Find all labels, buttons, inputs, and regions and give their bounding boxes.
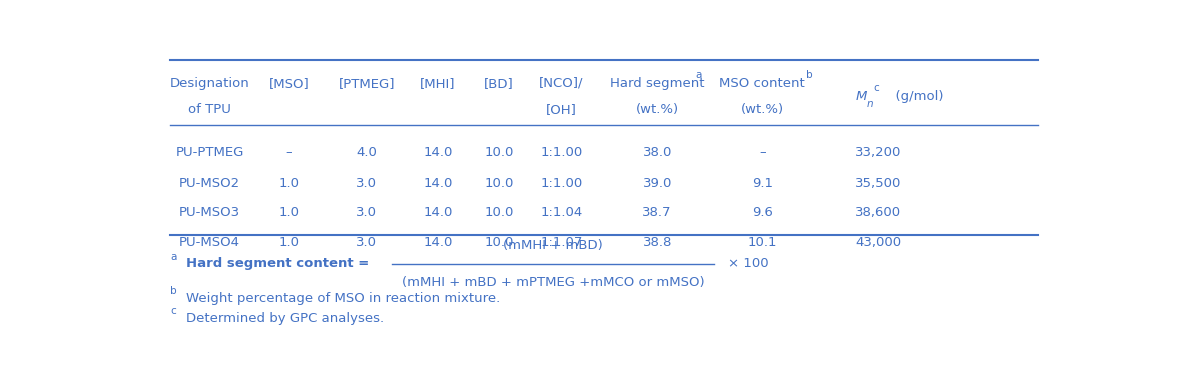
Text: (mMHI + mBD): (mMHI + mBD) [503,239,602,251]
Text: a: a [696,70,702,80]
Text: (wt.%): (wt.%) [635,103,679,116]
Text: [MHI]: [MHI] [420,77,456,90]
Text: 1.0: 1.0 [278,206,299,219]
Text: (mMHI + mBD + mPTMEG +mMCO or mMSO): (mMHI + mBD + mPTMEG +mMCO or mMSO) [402,276,704,289]
Text: 9.1: 9.1 [752,177,772,190]
Text: 14.0: 14.0 [423,206,453,219]
Text: Hard segment: Hard segment [610,77,705,90]
Text: 1:1.00: 1:1.00 [540,145,582,158]
Text: 38.0: 38.0 [643,145,672,158]
Text: Weight percentage of MSO in reaction mixture.: Weight percentage of MSO in reaction mix… [186,292,500,305]
Text: c: c [874,83,880,93]
Text: [NCO]/: [NCO]/ [539,77,584,90]
Text: 1.0: 1.0 [278,177,299,190]
Text: 10.0: 10.0 [485,145,514,158]
Text: 38.7: 38.7 [643,206,672,219]
Text: [BD]: [BD] [485,77,514,90]
Text: × 100: × 100 [727,257,769,270]
Text: 4.0: 4.0 [356,145,377,158]
Text: –: – [285,145,292,158]
Text: 14.0: 14.0 [423,145,453,158]
Text: MSO content: MSO content [719,77,805,90]
Text: 1:1.04: 1:1.04 [540,206,582,219]
Text: 10.1: 10.1 [747,236,777,249]
Text: 1:1.07: 1:1.07 [540,236,582,249]
Text: 35,500: 35,500 [855,177,902,190]
Text: [MSO]: [MSO] [269,77,309,90]
Text: [PTMEG]: [PTMEG] [338,77,395,90]
Text: Determined by GPC analyses.: Determined by GPC analyses. [186,312,384,325]
Text: PU-MSO3: PU-MSO3 [179,206,241,219]
Text: 38.8: 38.8 [643,236,672,249]
Text: (wt.%): (wt.%) [740,103,784,116]
Text: (g/mol): (g/mol) [888,90,944,103]
Text: a: a [170,251,177,262]
Text: 39.0: 39.0 [643,177,672,190]
Text: 1.0: 1.0 [278,236,299,249]
Text: Designation: Designation [170,77,250,90]
Text: 43,000: 43,000 [855,236,902,249]
Text: 10.0: 10.0 [485,206,514,219]
Text: b: b [806,70,812,80]
Text: Hard segment content =: Hard segment content = [186,257,374,270]
Text: M: M [856,90,867,103]
Text: PU-MSO2: PU-MSO2 [179,177,241,190]
Text: c: c [170,306,176,316]
Text: 10.0: 10.0 [485,177,514,190]
Text: 3.0: 3.0 [356,206,377,219]
Text: [OH]: [OH] [546,103,577,116]
Text: 33,200: 33,200 [855,145,902,158]
Text: –: – [759,145,765,158]
Text: 14.0: 14.0 [423,177,453,190]
Text: n: n [867,99,874,109]
Text: b: b [170,286,177,296]
Text: PU-PTMEG: PU-PTMEG [176,145,244,158]
Text: PU-MSO4: PU-MSO4 [179,236,241,249]
Text: 10.0: 10.0 [485,236,514,249]
Text: 38,600: 38,600 [855,206,902,219]
Text: 1:1.00: 1:1.00 [540,177,582,190]
Text: 9.6: 9.6 [752,206,772,219]
Text: 3.0: 3.0 [356,236,377,249]
Text: 3.0: 3.0 [356,177,377,190]
Text: of TPU: of TPU [189,103,231,116]
Text: 14.0: 14.0 [423,236,453,249]
